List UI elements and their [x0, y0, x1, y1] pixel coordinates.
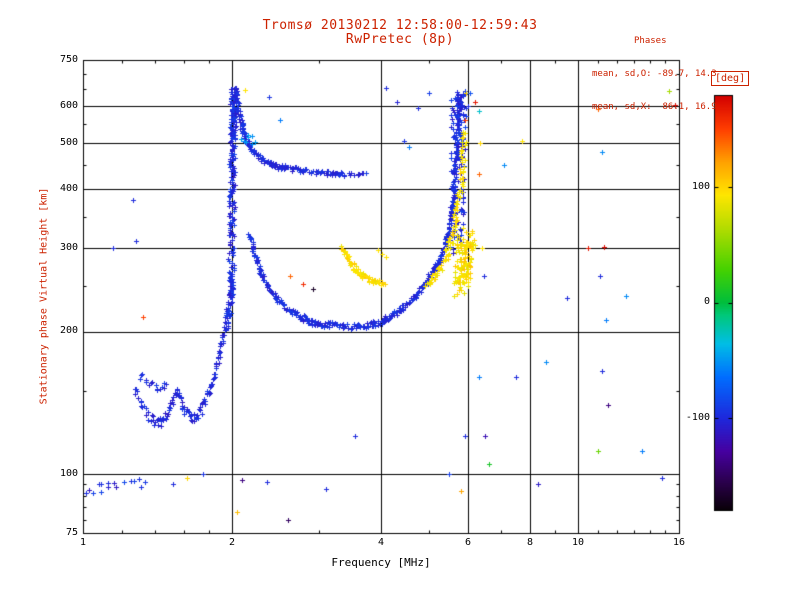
y-tick-label-200: 200	[59, 325, 78, 336]
y-axis-label: Stationary phase Virtual Height [km]	[38, 187, 50, 405]
y-tick-label-300: 300	[59, 242, 78, 253]
x-axis-label: Frequency [MHz]	[331, 556, 431, 569]
colorbar-tick-100: 100	[691, 181, 710, 192]
colorbar-tick-0: 0	[703, 296, 710, 307]
phase-stats-header: Phases	[634, 36, 667, 46]
colorbar-tick-neg-100: -100	[685, 412, 710, 423]
colorbar-units-label: [deg]	[711, 71, 750, 86]
x-tick-label-16: 16	[672, 537, 686, 548]
phase-stats: Phases mean, sd,O: -89.7, 14.3 mean, sd,…	[592, 14, 717, 135]
y-tick-label-750: 750	[59, 54, 78, 65]
x-tick-label-2: 2	[228, 537, 236, 548]
x-tick-label-4: 4	[377, 537, 385, 548]
phase-stats-o-line: mean, sd,O: -89.7, 14.3	[592, 69, 717, 79]
y-tick-label-600: 600	[59, 100, 78, 111]
x-tick-label-6: 6	[464, 537, 472, 548]
y-tick-label-75: 75	[65, 527, 78, 538]
x-tick-label-10: 10	[571, 537, 585, 548]
phase-stats-x-line: mean, sd,X: 86.1, 16.9	[592, 102, 717, 112]
x-tick-label-1: 1	[79, 537, 87, 548]
y-tick-label-500: 500	[59, 137, 78, 148]
y-tick-label-400: 400	[59, 183, 78, 194]
y-tick-label-100: 100	[59, 468, 78, 479]
x-tick-label-8: 8	[526, 537, 534, 548]
chart-subtitle: RwPretec (8p)	[345, 32, 455, 47]
chart-title: Tromsø 20130212 12:58:00-12:59:43	[262, 18, 538, 33]
